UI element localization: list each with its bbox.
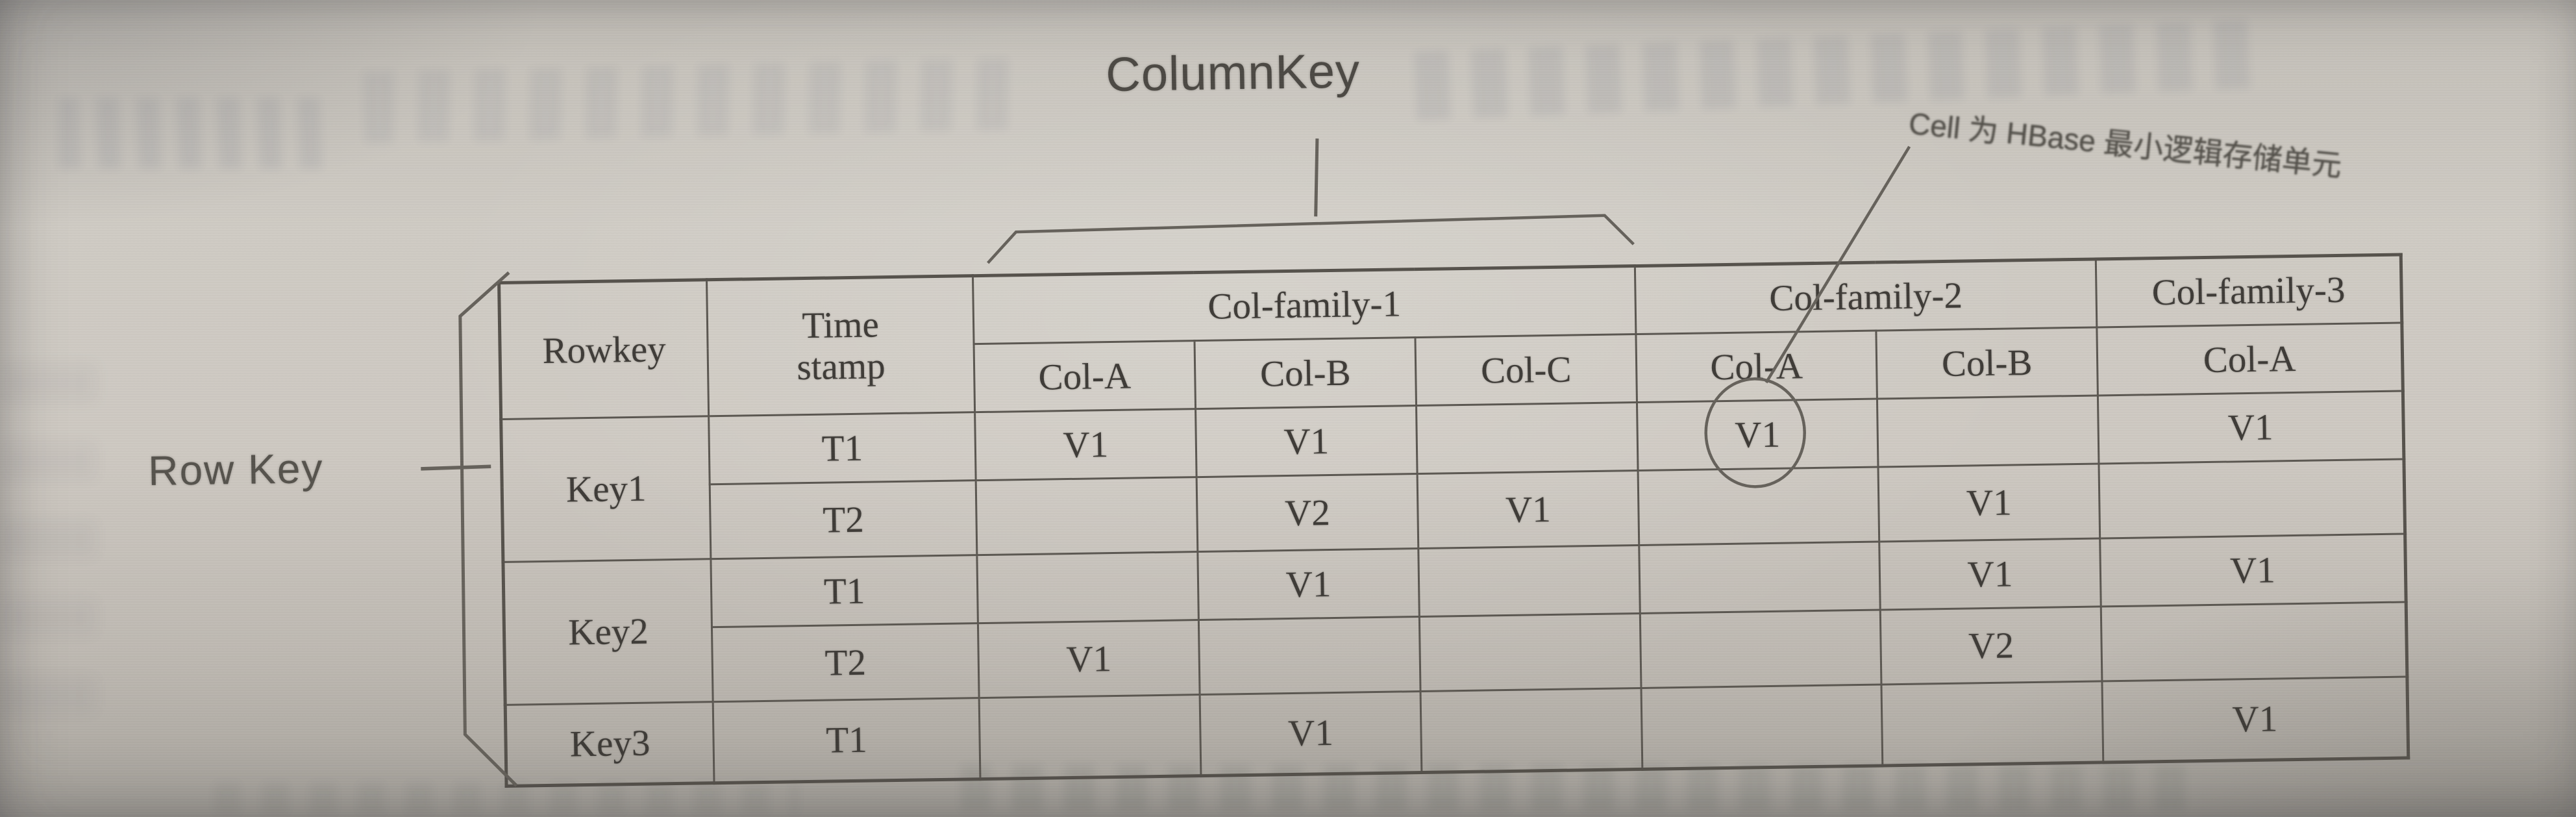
value-cell: V1 [1195, 405, 1418, 477]
subcolumn-header: Col-C [1415, 334, 1637, 406]
value-cell [979, 694, 1201, 779]
timestamp-cell: T2 [710, 480, 977, 559]
rowkey-cell: Key3 [505, 701, 715, 786]
value-cell: V1 [974, 408, 1197, 481]
col-family-1-header: Col-family-1 [972, 266, 1636, 344]
value-cell: V2 [1880, 606, 2102, 685]
rowkey-cell: Key1 [501, 416, 711, 562]
value-cell: V1 [1878, 463, 2100, 542]
value-cell [1881, 681, 2103, 766]
value-cell [2098, 459, 2405, 538]
value-cell [1416, 402, 1639, 474]
subcolumn-header: Col-B [1876, 327, 2098, 399]
value-cell [1420, 688, 1642, 773]
value-cell: V2 [1196, 473, 1418, 552]
subcolumn-header: Col-B [1195, 337, 1417, 409]
value-cell [976, 477, 1198, 555]
value-cell [2101, 601, 2407, 681]
value-cell [1198, 616, 1421, 695]
value-cell [1418, 545, 1641, 617]
rowkey-cell: Key2 [502, 559, 713, 705]
value-cell: V1 [1197, 548, 1420, 620]
timestamp-cell: T1 [713, 698, 980, 783]
subcolumn-header: Col-A [1635, 331, 1877, 403]
value-cell [1639, 542, 1881, 614]
value-cell: V1 [978, 620, 1200, 698]
row-key-label: Row Key [147, 445, 324, 495]
value-cell: V1 [2101, 676, 2409, 762]
value-cell: V1 [1200, 691, 1422, 776]
timestamp-column-header: Time stamp [706, 275, 975, 416]
timestamp-header-text: Time stamp [796, 304, 886, 388]
cell-annotation: Cell 为 HBase 最小逻辑存储单元 [1907, 106, 2344, 183]
value-cell [976, 551, 1199, 623]
value-cell: V1 [2098, 391, 2404, 464]
col-family-3-header: Col-family-3 [2096, 255, 2402, 327]
rowkey-column-header: Rowkey [499, 279, 709, 420]
subcolumn-header: Col-A [974, 340, 1196, 412]
column-key-brace [987, 214, 1635, 264]
value-cell: V1 [1417, 470, 1639, 549]
value-cell: V1 [2099, 533, 2407, 607]
timestamp-cell: T2 [712, 623, 980, 702]
column-key-title: ColumnKey [1105, 44, 1361, 102]
subcolumn-header: Col-A [2096, 323, 2403, 396]
value-cell [1419, 613, 1642, 692]
hbase-data-model-table: Rowkey Time stamp Col-family-1 Col-famil… [497, 253, 2410, 788]
circled-value-cell: V1 [1637, 399, 1879, 471]
value-cell [1877, 395, 2099, 468]
value-cell [1640, 609, 1881, 688]
value-cell [1638, 467, 1879, 546]
timestamp-cell: T1 [710, 555, 978, 627]
timestamp-cell: T1 [708, 412, 976, 484]
value-cell: V1 [1879, 538, 2101, 610]
col-family-2-header: Col-family-2 [1635, 259, 2097, 334]
row-key-pointer-dash [421, 464, 491, 471]
value-cell [1641, 684, 1883, 770]
column-key-pointer-line [1314, 138, 1319, 217]
